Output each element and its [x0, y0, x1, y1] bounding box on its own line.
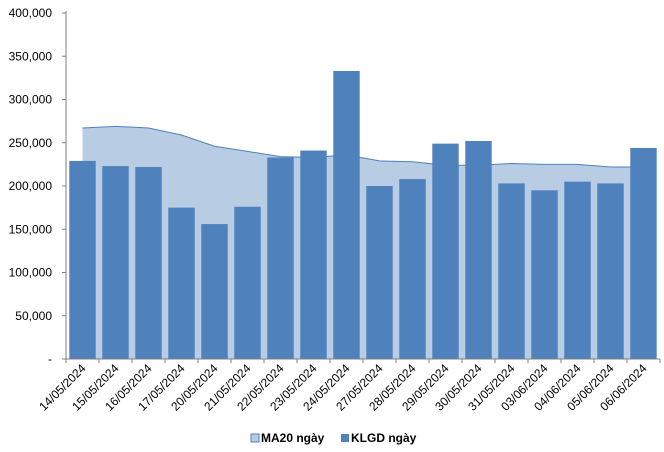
- klgd-bar: [597, 183, 624, 359]
- y-axis-ticks: - 50,000 100,000 150,000 200,000 250,000 300,0…: [9, 6, 53, 366]
- klgd-bar: [333, 70, 360, 359]
- klgd-bar: [630, 147, 657, 359]
- klgd-bar: [366, 186, 393, 359]
- axes: [62, 11, 661, 363]
- legend-label-ma20: MA20 ngày: [261, 431, 325, 445]
- klgd-bar: [465, 141, 492, 359]
- klgd-bar: [432, 143, 459, 359]
- klgd-bar: [267, 157, 294, 359]
- klgd-bar: [168, 207, 195, 359]
- legend-label-klgd: KLGD ngày: [351, 431, 417, 445]
- y-tick-label: 50,000: [15, 309, 52, 323]
- ma20-area-layer: [82, 125, 644, 359]
- klgd-bar: [564, 181, 591, 359]
- klgd-bar: [399, 179, 426, 359]
- klgd-bar: [102, 166, 129, 359]
- legend-swatch-ma20: [250, 433, 260, 443]
- y-tick-label: 200,000: [9, 179, 53, 193]
- klgd-bar: [498, 183, 525, 359]
- klgd-bar: [135, 166, 162, 359]
- bar-layer: [69, 70, 657, 359]
- y-tick-label: 100,000: [9, 266, 53, 280]
- klgd-bar: [201, 224, 228, 359]
- legend: MA20 ngày KLGD ngày: [250, 431, 417, 445]
- y-tick-label: 150,000: [9, 222, 53, 236]
- y-tick-label: -: [48, 352, 52, 366]
- legend-swatch-klgd: [341, 434, 349, 442]
- x-axis-ticks: 14/05/202415/05/202416/05/202417/05/2024…: [36, 361, 650, 414]
- y-tick-label: 250,000: [9, 136, 53, 150]
- y-tick-label: 350,000: [9, 49, 53, 63]
- y-tick-label: 300,000: [9, 93, 53, 107]
- y-tick-label: 400,000: [9, 6, 53, 20]
- ma20-line: [82, 125, 644, 168]
- klgd-bar: [234, 206, 261, 359]
- klgd-bar: [531, 190, 558, 359]
- ma20-area: [82, 126, 644, 359]
- klgd-bar: [300, 150, 327, 359]
- klgd-bar: [69, 160, 96, 359]
